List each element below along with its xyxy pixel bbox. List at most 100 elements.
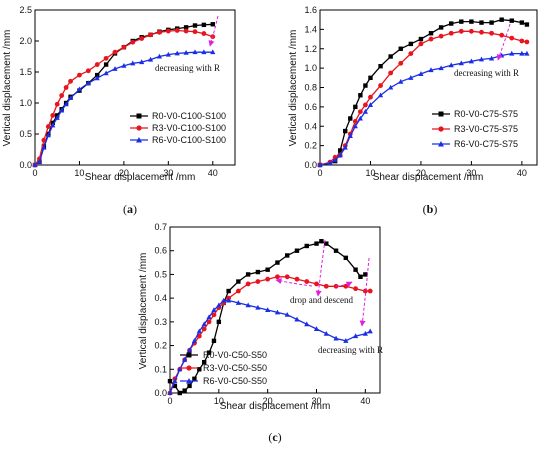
- data-point-b-1: [368, 94, 373, 100]
- data-point-b-2: [448, 62, 454, 68]
- y-tick-label-b: 0.0: [304, 160, 317, 170]
- legend-c-marker-r3: [186, 365, 192, 371]
- data-point-a-1: [112, 49, 118, 55]
- data-point-a-1: [192, 29, 198, 35]
- data-point-c-2: [333, 335, 339, 341]
- legend-a-marker-r3: [136, 125, 142, 131]
- axes-c: 0 10 20 30 40 0.0 0.1 0.2 0.3 0.4 0.5 0.6 0.7: [154, 222, 381, 406]
- data-point-b-0: [459, 19, 464, 24]
- data-point-b-1: [519, 38, 525, 44]
- caption-c: (c): [268, 430, 281, 444]
- data-point-c-0: [304, 243, 309, 249]
- data-point-a-1: [148, 32, 153, 38]
- axes-a: 0 10 20 30 40 0.0 0.5 1.0 1.5 2.0 2.5: [19, 5, 236, 178]
- y-tick-label-a: 2.5: [19, 5, 32, 15]
- annotation-c-text-drop: drop and descend: [290, 295, 353, 305]
- data-point-a-1: [121, 44, 127, 50]
- x-tick-label-c: 40: [360, 396, 370, 406]
- data-point-b-1: [438, 33, 444, 39]
- chart-panel-c: 0 10 20 30 40 0.0 0.1 0.2 0.3 0.4 0.5 0.6 0.7 R0-V0-…: [138, 222, 383, 444]
- legend-b-marker-r6: [438, 141, 444, 147]
- data-point-c-1: [235, 288, 241, 294]
- plot-frame-a: [34, 9, 236, 166]
- data-point-b-1: [448, 30, 454, 36]
- y-tick-label-b: 1.0: [304, 63, 317, 73]
- data-point-a-1: [130, 39, 136, 45]
- data-point-b-1: [468, 28, 474, 34]
- data-point-c-1: [275, 274, 280, 280]
- data-point-c-1: [284, 274, 290, 280]
- data-point-b-2: [468, 58, 474, 64]
- data-point-b-1: [489, 30, 494, 36]
- data-point-a-2: [192, 49, 198, 55]
- data-point-b-1: [458, 28, 464, 34]
- legend-c-label-r3: R3-V0-C50-S50: [203, 363, 267, 373]
- data-point-a-2: [165, 51, 171, 57]
- y-tick-label-a: 0.0: [19, 160, 32, 170]
- data-point-a-2: [94, 75, 100, 81]
- data-point-c-2: [167, 390, 173, 395]
- data-point-c-1: [201, 326, 207, 332]
- y-tick-label-c: 0.4: [154, 293, 167, 303]
- data-point-c-0: [363, 272, 368, 277]
- data-point-c-2: [196, 328, 202, 334]
- data-point-c-0: [192, 376, 197, 381]
- data-point-b-0: [524, 22, 530, 27]
- data-point-b-0: [489, 20, 494, 25]
- x-tick-label-b: 0: [317, 168, 322, 178]
- data-point-c-1: [294, 276, 300, 282]
- y-axis-label-c: Vertical displacement /mm: [138, 253, 149, 370]
- data-point-b-0: [408, 41, 414, 47]
- data-point-a-2: [76, 86, 83, 92]
- y-tick-label-a: 1.0: [19, 98, 32, 108]
- data-point-c-2: [362, 330, 368, 336]
- y-tick-label-b: 0.4: [304, 121, 317, 131]
- data-point-b-0: [398, 46, 403, 51]
- legend-b-label-r3: R3-V0-C75-S75: [454, 124, 518, 134]
- data-point-c-0: [177, 390, 182, 396]
- y-tick-label-a: 1.5: [19, 67, 32, 77]
- data-point-c-0: [172, 383, 178, 389]
- data-point-c-2: [323, 330, 329, 336]
- data-point-c-0: [333, 248, 339, 253]
- legend-a-label-r6: R6-V0-C100-S100: [152, 135, 226, 145]
- legend-a-marker-r6: [136, 137, 142, 143]
- data-point-b-0: [469, 19, 474, 24]
- data-point-b-0: [428, 31, 434, 36]
- data-point-a-0: [95, 72, 100, 78]
- caption-a: (a): [123, 202, 137, 216]
- data-point-c-1: [206, 319, 212, 325]
- data-point-c-2: [304, 321, 310, 327]
- data-point-a-1: [77, 72, 82, 78]
- data-point-a-2: [156, 53, 163, 59]
- data-point-b-2: [524, 50, 530, 56]
- data-point-a-1: [45, 124, 51, 129]
- data-point-a-2: [59, 107, 65, 113]
- data-point-a-2: [147, 56, 154, 62]
- data-point-c-1: [343, 283, 349, 289]
- data-point-c-2: [226, 297, 232, 303]
- data-point-a-2: [36, 159, 43, 164]
- annotation-c-right-arrow: [335, 281, 353, 288]
- data-point-a-2: [63, 101, 69, 107]
- annotation-b: decreasing with R: [454, 23, 519, 78]
- data-point-a-2: [112, 66, 118, 71]
- y-tick-label-b: 1.4: [304, 24, 317, 34]
- data-point-c-0: [167, 378, 173, 384]
- data-point-a-2: [45, 132, 51, 138]
- x-tick-label-a: 20: [119, 168, 129, 178]
- data-point-b-0: [368, 75, 373, 81]
- data-point-b-2: [418, 71, 424, 76]
- x-tick-label-c: 20: [263, 396, 273, 406]
- data-point-b-0: [509, 18, 514, 23]
- data-point-b-2: [317, 162, 323, 167]
- y-tick-label-c: 0.5: [154, 269, 167, 279]
- data-point-c-0: [358, 274, 363, 279]
- x-tick-label-c: 30: [312, 396, 322, 406]
- data-point-c-2: [367, 328, 373, 334]
- data-point-c-0: [294, 248, 300, 253]
- data-point-c-2: [206, 314, 212, 320]
- annotation-c: drop and descend decreasing with R: [275, 239, 383, 355]
- data-point-b-2: [388, 84, 394, 90]
- data-point-c-0: [255, 269, 261, 275]
